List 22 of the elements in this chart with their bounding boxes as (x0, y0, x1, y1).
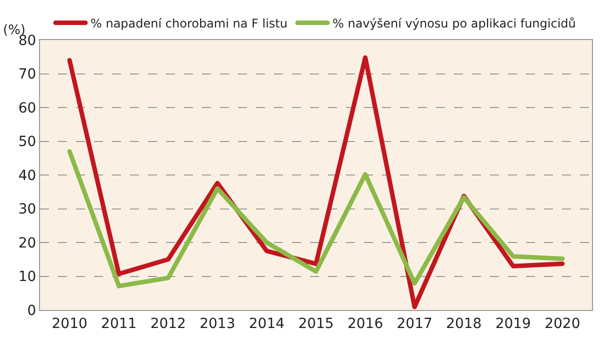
line-series (67, 149, 565, 288)
y-tick-label: 70 (18, 66, 36, 83)
x-tick-label: 2018 (446, 316, 482, 332)
x-tick-label: 2015 (298, 316, 334, 332)
x-tick-label: 2011 (101, 316, 137, 332)
y-tick-label: 0 (27, 302, 36, 319)
x-tick-label: 2014 (248, 316, 285, 332)
y-tick-label: 10 (18, 269, 36, 286)
x-tick-label: 2019 (495, 316, 531, 332)
x-tick-label: 2020 (544, 316, 580, 332)
x-tick-label: 2010 (52, 316, 88, 332)
x-tick-label: 2013 (200, 316, 236, 332)
x-tick-label: 2017 (396, 316, 432, 332)
y-tick-label: 50 (18, 134, 36, 150)
y-tick-label: 20 (18, 235, 36, 252)
legend-label: % napadení chorobami na F listu (90, 16, 288, 30)
x-tick-label: 2012 (150, 316, 186, 332)
y-tick-label: 40 (18, 168, 36, 184)
y-tick-label: 60 (18, 100, 36, 116)
x-tick-label: 2016 (347, 316, 384, 332)
y-tick-label: 30 (18, 202, 36, 218)
legend-label: % navýšení výnosu po aplikaci fungicidů (332, 16, 576, 30)
